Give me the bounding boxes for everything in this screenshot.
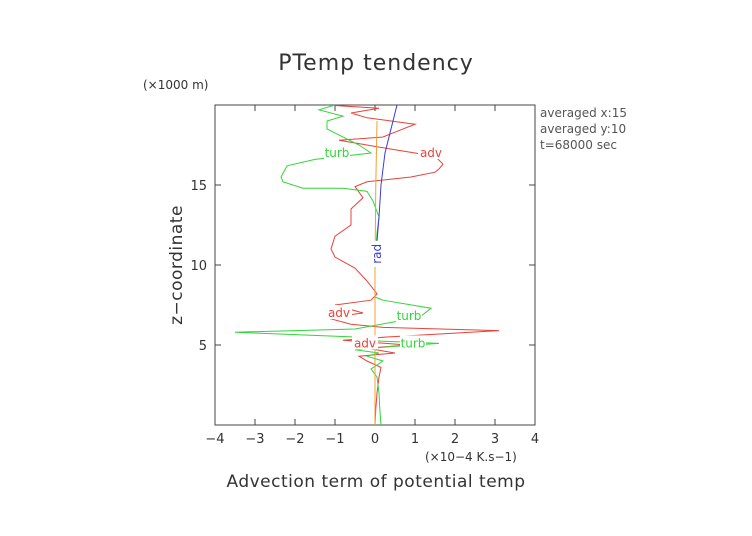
curve-label-background — [369, 240, 383, 267]
y-tick-label: 10 — [190, 259, 207, 274]
curve-label-background — [396, 308, 422, 323]
y-axis-unit: (×1000 m) — [143, 78, 208, 92]
x-tick-label: 0 — [371, 432, 379, 447]
y-tick-label: 15 — [190, 179, 207, 194]
x-tick-label: 1 — [411, 432, 419, 447]
y-tick-label: 5 — [199, 339, 207, 354]
annotation-x-average: averaged x:15 — [540, 106, 627, 120]
curve-label-background — [418, 145, 444, 159]
curve-label-background — [324, 145, 350, 159]
x-tick-label: −1 — [325, 432, 344, 447]
curve-label-turb: turb — [397, 309, 422, 323]
curve-label-background — [352, 335, 378, 350]
curve-label-background — [326, 305, 352, 319]
curve-label-adv: adv — [420, 146, 442, 160]
series-line-adv — [326, 105, 500, 425]
x-axis-label: Advection term of potential temp — [226, 472, 525, 492]
y-axis-label: z−coordinate — [167, 205, 187, 325]
x-axis-unit: (×10−4 K.s−1) — [425, 450, 517, 464]
x-tick-label: 3 — [491, 432, 499, 447]
curve-label-turb: turb — [325, 146, 350, 160]
curve-label-adv: adv — [354, 336, 376, 350]
curve-label-turb: turb — [401, 336, 426, 350]
x-tick-label: −2 — [285, 432, 304, 447]
curve-label-adv: adv — [328, 306, 350, 320]
x-tick-label: −3 — [245, 432, 264, 447]
x-tick-label: −4 — [205, 432, 224, 447]
plot-area: −4 −3 −2 −1 0 1 2 3 4 5 10 15 adv turb rad adv turb adv tu… — [190, 104, 539, 447]
curve-label-background — [400, 335, 426, 350]
x-tick-label: 2 — [451, 432, 459, 447]
x-tick-label: 4 — [531, 432, 539, 447]
annotation-y-average: averaged y:10 — [540, 122, 626, 136]
chart-title: PTemp tendency — [278, 51, 474, 76]
annotation-time: t=68000 sec — [540, 138, 617, 152]
curve-label-rad: rad — [370, 244, 384, 264]
series-line-unnamed-3 — [374, 120, 378, 425]
